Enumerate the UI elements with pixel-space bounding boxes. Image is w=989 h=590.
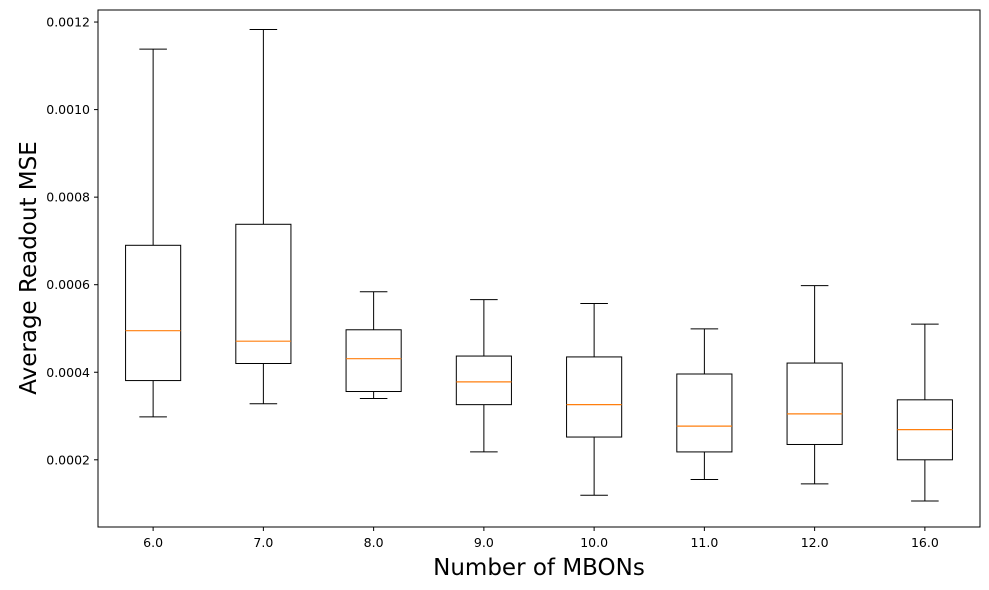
y-axis-label: Average Readout MSE	[16, 141, 42, 395]
x-tick-label: 11.0	[690, 535, 718, 550]
y-tick-label: 0.0008	[46, 190, 90, 205]
box-iqr	[676, 373, 733, 453]
box-iqr	[455, 355, 512, 406]
box-iqr	[235, 223, 292, 364]
x-tick-label: 12.0	[801, 535, 829, 550]
y-tick-label: 0.0002	[46, 452, 90, 467]
y-tick-label: 0.0004	[46, 365, 90, 380]
x-tick-label: 8.0	[364, 535, 384, 550]
box-iqr	[566, 356, 623, 438]
x-tick-label: 16.0	[911, 535, 939, 550]
plot-area: 0.0002 0.0004 0.0006 0.0008 0.0010 0.0012 6.0 7…	[46, 9, 981, 550]
box-iqr	[345, 329, 402, 393]
x-tick-label: 7.0	[253, 535, 273, 550]
x-tick-label: 9.0	[474, 535, 494, 550]
plot-frame	[97, 9, 981, 528]
box-iqr	[786, 362, 843, 445]
x-tick-label: 10.0	[580, 535, 608, 550]
y-tick-label: 0.0012	[46, 15, 90, 30]
box-iqr	[125, 244, 182, 382]
y-tick-label: 0.0006	[46, 277, 90, 292]
x-axis-label: Number of MBONs	[433, 555, 645, 581]
x-tick-label: 6.0	[143, 535, 163, 550]
y-tick-label: 0.0010	[46, 102, 90, 117]
